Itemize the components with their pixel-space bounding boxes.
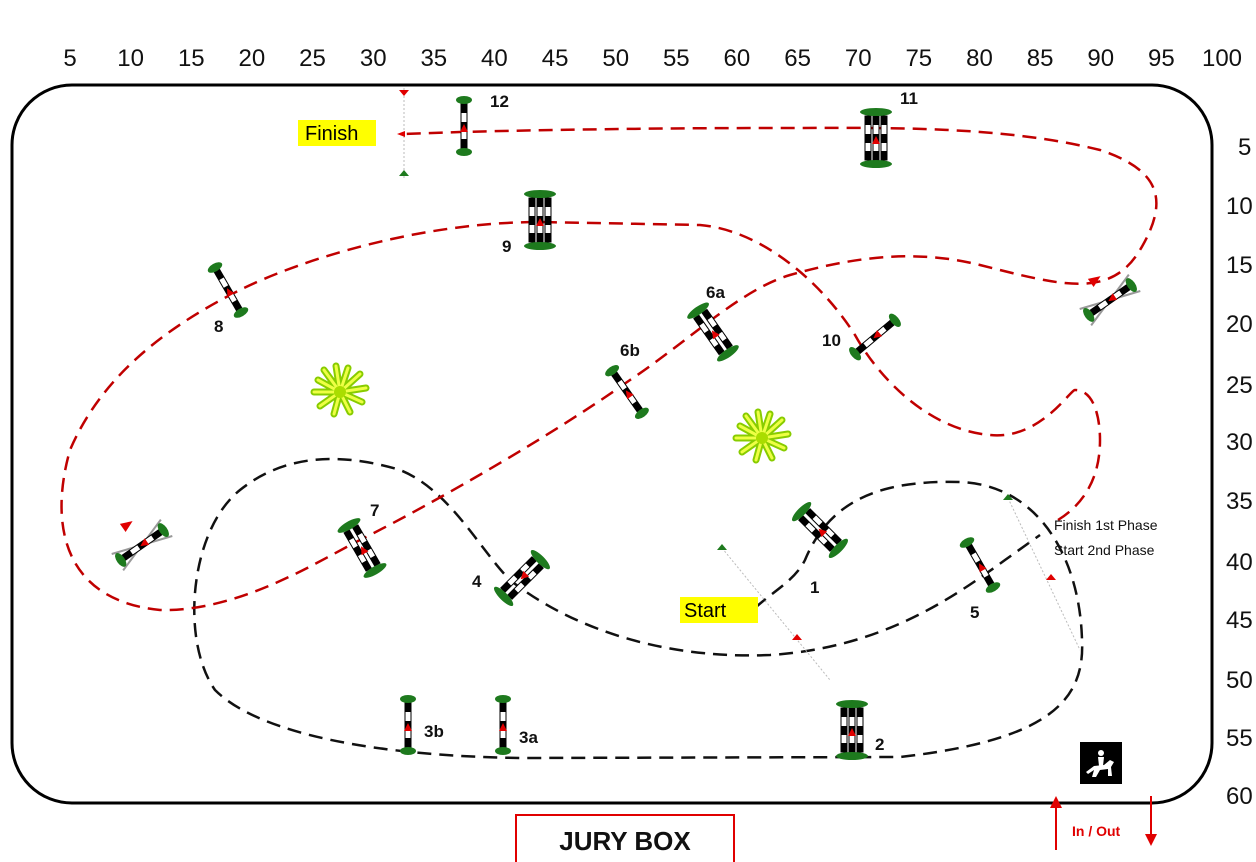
jump-1: 1	[790, 500, 851, 597]
jump-11-number: 11	[900, 89, 918, 108]
scale-top-5: 5	[63, 45, 76, 72]
scale-top-25: 25	[299, 45, 326, 72]
scale-right-10: 10	[1226, 193, 1253, 220]
scale-top-100: 100	[1202, 45, 1242, 72]
horse-rider-icon	[1086, 750, 1114, 777]
x-fence-left	[111, 519, 173, 571]
finish-line: Finish	[298, 88, 409, 178]
jump-6a: 6a	[685, 283, 741, 364]
scale-top-35: 35	[420, 45, 447, 72]
jump-11: 11	[860, 89, 918, 168]
jump-7-number: 7	[370, 501, 379, 520]
scale-top-60: 60	[724, 45, 751, 72]
top-scale: 5 10 15 20 25 30 35 40 45 50 55 60 65 70…	[63, 45, 1242, 72]
scale-top-95: 95	[1148, 45, 1175, 72]
jump-5-number: 5	[970, 603, 979, 622]
jump-7: 7	[336, 501, 389, 580]
jump-10-number: 10	[822, 331, 841, 350]
scale-right-15: 15	[1226, 252, 1253, 279]
jump-4-number: 4	[472, 572, 482, 591]
scale-top-55: 55	[663, 45, 690, 72]
jump-2-number: 2	[875, 735, 884, 754]
scale-right-50: 50	[1226, 667, 1253, 694]
scale-right-45: 45	[1226, 607, 1253, 634]
jump-12: 12	[456, 92, 509, 156]
scale-right-20: 20	[1226, 311, 1253, 338]
scale-top-10: 10	[117, 45, 144, 72]
scale-right-30: 30	[1226, 429, 1253, 456]
jump-6a-number: 6a	[706, 283, 725, 302]
bush-icon	[314, 366, 366, 414]
phase-change-line: Finish 1st Phase Start 2nd Phase	[1003, 494, 1158, 651]
jump-8-number: 8	[214, 317, 223, 336]
start-line: Start	[680, 544, 831, 681]
finish-1st-phase-label: Finish 1st Phase	[1054, 517, 1158, 533]
phase-1-route	[193, 457, 1084, 760]
scale-top-30: 30	[360, 45, 387, 72]
scale-top-85: 85	[1027, 45, 1054, 72]
scale-top-75: 75	[905, 45, 932, 72]
scale-right-5: 5	[1238, 134, 1251, 161]
scale-right-40: 40	[1226, 549, 1253, 576]
jump-12-number: 12	[490, 92, 509, 111]
scale-top-45: 45	[542, 45, 569, 72]
right-scale: 5 10 15 20 25 30 35 40 45 50 55 60	[1226, 134, 1253, 810]
scale-right-55: 55	[1226, 725, 1253, 752]
scale-top-50: 50	[602, 45, 629, 72]
start-label: Start	[684, 600, 727, 622]
jump-3a-number: 3a	[519, 728, 538, 747]
jump-6b: 6b	[603, 341, 651, 421]
phase-2-route	[60, 126, 1158, 612]
start-2nd-phase-label: Start 2nd Phase	[1054, 542, 1155, 558]
jump-9-number: 9	[502, 237, 511, 256]
jump-9: 9	[502, 190, 556, 256]
finish-label: Finish	[305, 123, 358, 145]
jump-2: 2	[836, 700, 884, 760]
in-out-gate: In / Out	[1050, 742, 1157, 850]
jump-10: 10	[822, 312, 903, 363]
bush-icon	[736, 412, 788, 460]
scale-top-15: 15	[178, 45, 205, 72]
in-out-label: In / Out	[1072, 823, 1121, 839]
jump-3b-number: 3b	[424, 722, 444, 741]
scale-top-40: 40	[481, 45, 508, 72]
jump-8: 8	[206, 260, 250, 336]
scale-top-80: 80	[966, 45, 993, 72]
scale-right-35: 35	[1226, 488, 1253, 515]
scale-right-60: 60	[1226, 783, 1253, 810]
jump-3b: 3b	[400, 695, 444, 755]
jump-3a: 3a	[495, 695, 538, 755]
scale-top-70: 70	[845, 45, 872, 72]
x-fence-right	[1079, 274, 1141, 326]
jury-box-label: JURY BOX	[559, 826, 691, 856]
jump-6b-number: 6b	[620, 341, 640, 360]
up-arrow-icon	[1050, 796, 1062, 850]
down-arrow-icon	[1145, 796, 1157, 846]
scale-top-90: 90	[1087, 45, 1114, 72]
scale-top-65: 65	[784, 45, 811, 72]
scale-right-25: 25	[1226, 372, 1253, 399]
jury-box: JURY BOX	[515, 814, 735, 862]
jump-4: 4	[472, 548, 552, 609]
arena-border	[10, 83, 1214, 805]
jump-1-number: 1	[810, 578, 819, 597]
flag-icon	[399, 90, 409, 96]
jump-5: 5	[958, 535, 1002, 622]
scale-top-20: 20	[239, 45, 266, 72]
